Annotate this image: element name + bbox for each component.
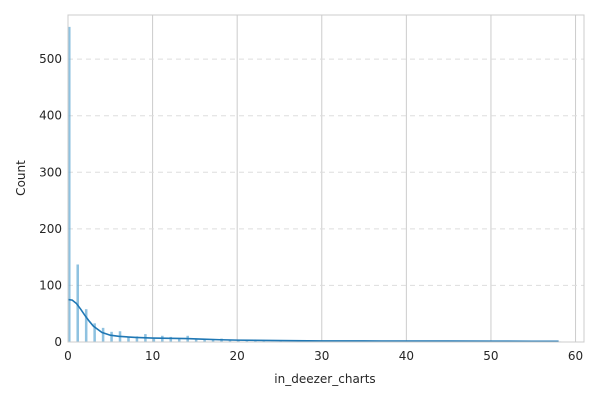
histogram-bar — [169, 336, 173, 342]
x-tick-label: 20 — [230, 349, 245, 363]
x-tick-label: 40 — [399, 349, 414, 363]
frame-layer — [67, 14, 585, 343]
histogram-bar — [101, 327, 105, 342]
histogram-bar — [228, 340, 232, 342]
y-tick-label: 300 — [39, 165, 62, 179]
histogram-bar — [84, 309, 88, 342]
histogram-bar — [245, 340, 249, 342]
x-tick-label: 0 — [64, 349, 72, 363]
histogram-bar — [127, 336, 130, 342]
grid-layer — [68, 15, 584, 342]
histogram-bar — [194, 338, 198, 342]
histogram-bar — [177, 338, 181, 342]
y-tick-label: 0 — [54, 335, 62, 349]
histogram-bar — [76, 264, 79, 342]
histogram-bar — [68, 26, 71, 343]
histogram-bar — [110, 331, 113, 342]
histogram-bar — [93, 323, 96, 342]
histogram-bar — [237, 340, 240, 342]
bars-layer — [68, 26, 562, 343]
y-tick-label: 500 — [39, 52, 62, 66]
histogram-bar — [279, 340, 283, 342]
y-tick-label: 400 — [39, 109, 62, 123]
x-tick-label: 10 — [145, 349, 160, 363]
histogram-bar — [262, 340, 266, 342]
plot-frame — [67, 14, 585, 343]
histogram-bar — [135, 336, 139, 342]
y-tick-label: 100 — [39, 278, 62, 292]
histogram-bar — [211, 339, 215, 342]
y-tick-label: 200 — [39, 222, 62, 236]
x-tick-label: 60 — [568, 349, 583, 363]
x-axis-label: in_deezer_charts — [274, 372, 375, 386]
y-axis-label: Count — [14, 160, 28, 196]
kde-line — [67, 298, 559, 343]
ticks-layer: 0 10 20 30 40 50 60 0 100 200 300 400 500 — [39, 52, 583, 363]
kde-layer — [67, 298, 559, 343]
histogram-bar — [254, 340, 257, 342]
x-tick-label: 30 — [314, 349, 329, 363]
histogram-bar — [203, 339, 206, 342]
histogram-bar — [152, 338, 156, 342]
x-tick-label: 50 — [483, 349, 498, 363]
